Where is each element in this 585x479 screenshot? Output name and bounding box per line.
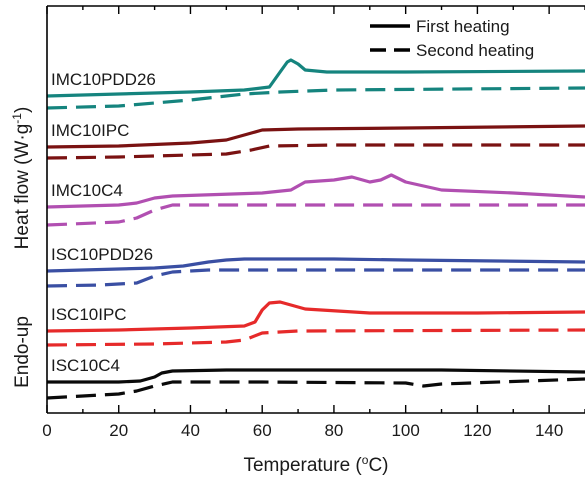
y-axis-endo-label: Endo-up — [12, 316, 33, 388]
legend-label: First heating — [416, 17, 510, 36]
isc10ipc-first-heating-line — [46, 300, 585, 333]
x-tick-label: 120 — [463, 421, 491, 440]
imc10c4-first-heating-line — [46, 173, 585, 209]
x-tick-label: 20 — [109, 421, 128, 440]
legend-label: Second heating — [416, 41, 534, 60]
x-tick-label: 80 — [324, 421, 343, 440]
isc10pdd26-label: ISC10PDD26 — [51, 245, 153, 264]
legend: First heating Second heating — [370, 17, 534, 60]
imc10c4-label: IMC10C4 — [51, 181, 123, 200]
x-tick-label: 0 — [42, 421, 51, 440]
imc10ipc-label: IMC10IPC — [51, 121, 129, 140]
x-axis-label: Temperature (oC) — [243, 453, 388, 476]
x-tick-label: 140 — [535, 421, 563, 440]
isc10c4-second-heating-line — [46, 377, 585, 400]
axes: 0 20 40 60 80 100 120 140 — [42, 5, 585, 440]
isc10ipc-second-heating-line — [46, 328, 585, 347]
x-tick-label: 40 — [181, 421, 200, 440]
imc10pdd26-first-heating-line — [46, 58, 585, 98]
isc10c4-first-heating-line — [47, 368, 585, 384]
imc10pdd26-label: IMC10PDD26 — [51, 70, 156, 89]
imc10c4-second-heating-line — [46, 203, 585, 227]
x-tick-label: 60 — [253, 421, 272, 440]
x-tick-label: 100 — [391, 421, 419, 440]
isc10c4-label: ISC10C4 — [51, 356, 120, 375]
y-axis-label: Heat flow (W·g-1) — [10, 107, 33, 250]
imc10pdd26-second-heating-line — [46, 86, 585, 110]
imc10ipc-first-heating-line — [46, 124, 585, 149]
isc10ipc-label: ISC10IPC — [51, 305, 127, 324]
isc10pdd26-first-heating-line — [46, 257, 585, 273]
plot-area: IMC10PDD26 IMC10IPC IMC10C4 ISC10PDD26 ISC10… — [46, 58, 585, 400]
imc10ipc-second-heating-line — [46, 143, 585, 160]
isc10pdd26-second-heating-line — [46, 268, 585, 288]
